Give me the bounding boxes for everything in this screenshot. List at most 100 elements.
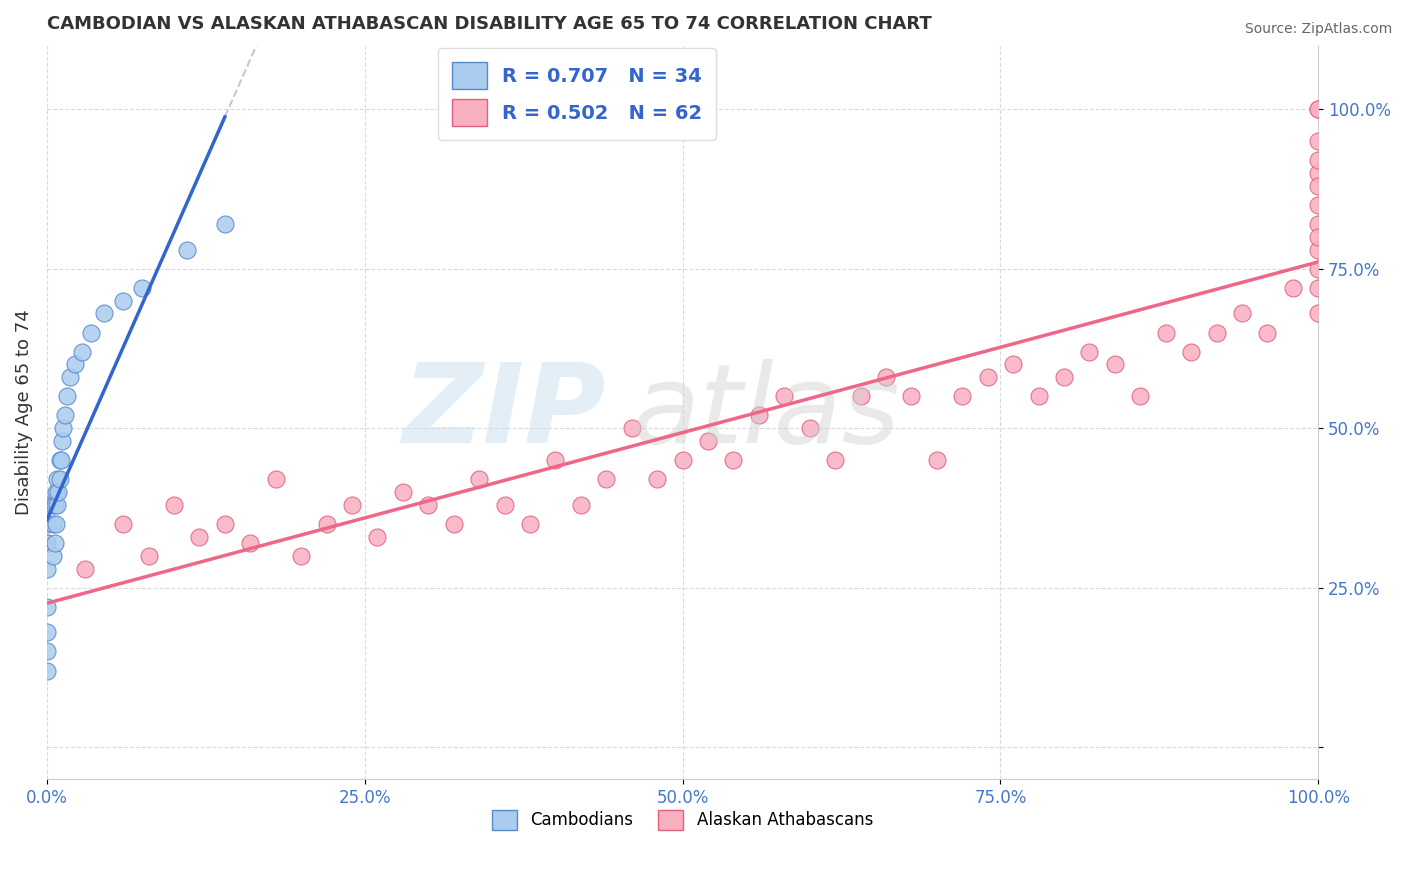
Point <box>1308 230 1330 244</box>
Point <box>1256 326 1278 340</box>
Point <box>73 561 96 575</box>
Point <box>1308 198 1330 212</box>
Point <box>35 625 58 640</box>
Point <box>1129 389 1152 403</box>
Point <box>569 498 592 512</box>
Point <box>44 536 66 550</box>
Point <box>418 498 440 512</box>
Point <box>443 516 465 531</box>
Point <box>468 472 491 486</box>
Point <box>697 434 720 448</box>
Point <box>48 472 70 486</box>
Point <box>63 358 86 372</box>
Point <box>46 472 69 486</box>
Point <box>723 453 745 467</box>
Point <box>46 498 69 512</box>
Point <box>1308 261 1330 276</box>
Point <box>1028 389 1050 403</box>
Point <box>290 549 312 563</box>
Point <box>1308 217 1330 231</box>
Point <box>519 516 541 531</box>
Point <box>138 549 160 563</box>
Point <box>366 530 388 544</box>
Point <box>131 281 153 295</box>
Point <box>620 421 643 435</box>
Point <box>950 389 973 403</box>
Point <box>176 243 198 257</box>
Point <box>595 472 617 486</box>
Point <box>773 389 796 403</box>
Point <box>1053 370 1076 384</box>
Legend: Cambodians, Alaskan Athabascans: Cambodians, Alaskan Athabascans <box>485 803 880 837</box>
Point <box>1180 344 1202 359</box>
Point <box>1308 103 1330 117</box>
Point <box>340 498 363 512</box>
Point <box>875 370 897 384</box>
Point <box>1282 281 1305 295</box>
Point <box>44 498 66 512</box>
Point <box>93 306 115 320</box>
Point <box>1154 326 1177 340</box>
Point <box>264 472 287 486</box>
Point <box>35 561 58 575</box>
Point <box>645 472 668 486</box>
Point <box>35 498 58 512</box>
Point <box>46 485 69 500</box>
Point <box>42 549 65 563</box>
Point <box>35 664 58 678</box>
Point <box>1308 281 1330 295</box>
Point <box>824 453 846 467</box>
Text: CAMBODIAN VS ALASKAN ATHABASCAN DISABILITY AGE 65 TO 74 CORRELATION CHART: CAMBODIAN VS ALASKAN ATHABASCAN DISABILI… <box>46 15 932 33</box>
Y-axis label: Disability Age 65 to 74: Disability Age 65 to 74 <box>15 310 32 516</box>
Point <box>671 453 693 467</box>
Point <box>188 530 211 544</box>
Point <box>977 370 1000 384</box>
Point <box>799 421 821 435</box>
Text: ZIP: ZIP <box>402 359 606 466</box>
Point <box>1308 306 1330 320</box>
Point <box>49 453 72 467</box>
Point <box>35 536 58 550</box>
Point <box>52 421 75 435</box>
Point <box>1308 178 1330 193</box>
Text: atlas: atlas <box>631 359 900 466</box>
Point <box>1078 344 1101 359</box>
Point <box>56 389 79 403</box>
Point <box>72 344 94 359</box>
Point <box>392 485 415 500</box>
Point <box>80 326 103 340</box>
Point <box>239 536 262 550</box>
Point <box>42 498 65 512</box>
Point <box>1308 134 1330 148</box>
Point <box>48 453 70 467</box>
Point <box>35 599 58 614</box>
Point <box>35 516 58 531</box>
Point <box>494 498 516 512</box>
Point <box>1308 153 1330 168</box>
Point <box>1308 243 1330 257</box>
Point <box>1308 166 1330 180</box>
Point <box>45 516 67 531</box>
Text: Source: ZipAtlas.com: Source: ZipAtlas.com <box>1244 22 1392 37</box>
Point <box>163 498 186 512</box>
Point <box>35 644 58 658</box>
Point <box>849 389 872 403</box>
Point <box>925 453 948 467</box>
Point <box>45 485 67 500</box>
Point <box>51 434 73 448</box>
Point <box>315 516 337 531</box>
Point <box>214 217 236 231</box>
Point <box>42 516 65 531</box>
Point <box>35 536 58 550</box>
Point <box>112 293 135 308</box>
Point <box>112 516 135 531</box>
Point <box>59 370 82 384</box>
Point <box>53 409 76 423</box>
Point <box>1104 358 1126 372</box>
Point <box>900 389 922 403</box>
Point <box>1002 358 1025 372</box>
Point <box>1205 326 1227 340</box>
Point <box>1308 103 1330 117</box>
Point <box>748 409 770 423</box>
Point <box>544 453 567 467</box>
